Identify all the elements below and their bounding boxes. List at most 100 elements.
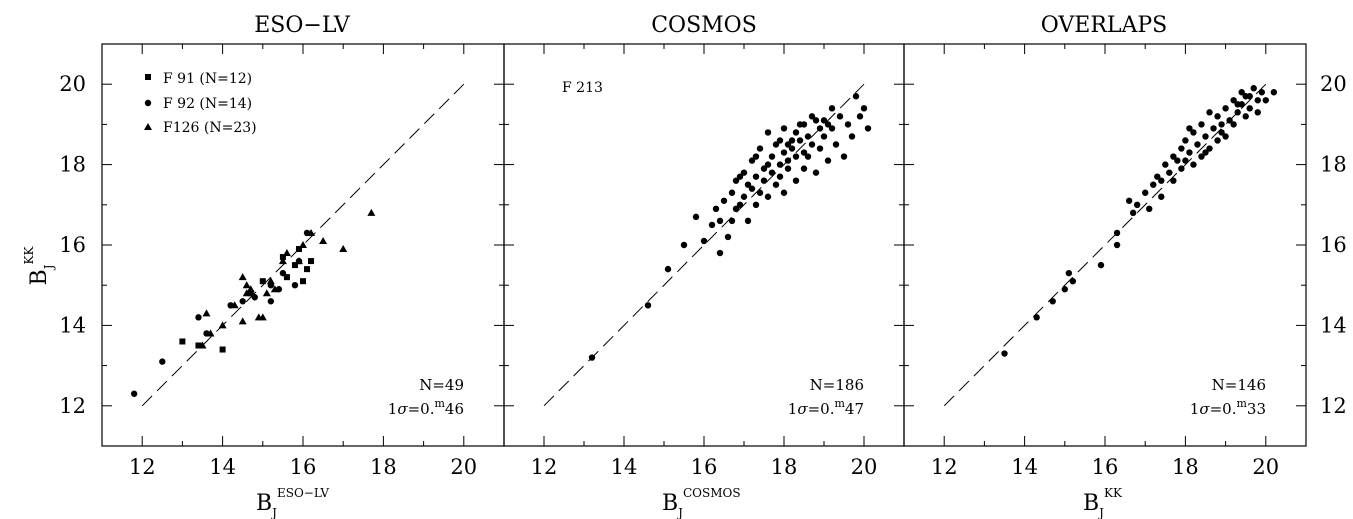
data-point-circle bbox=[1254, 97, 1261, 104]
data-point-circle bbox=[792, 129, 800, 136]
data-point-circle bbox=[1113, 229, 1121, 237]
x-tick-label: 12 bbox=[931, 455, 958, 479]
data-point-circle bbox=[1186, 125, 1193, 132]
data-point-triangle bbox=[282, 249, 291, 257]
data-point-circle bbox=[760, 177, 768, 184]
data-point-circle bbox=[820, 117, 828, 124]
data-point-circle bbox=[768, 153, 776, 160]
data-point-square bbox=[308, 258, 315, 265]
data-point-circle bbox=[760, 165, 768, 172]
data-point-circle bbox=[1202, 149, 1209, 156]
data-point-triangle bbox=[238, 317, 247, 325]
x-tick-label: 20 bbox=[851, 455, 878, 479]
data-point-circle bbox=[1033, 314, 1040, 321]
data-point-circle bbox=[1226, 117, 1233, 124]
data-point-circle bbox=[748, 185, 756, 192]
x-tick-label: 12 bbox=[531, 455, 558, 479]
x-tick-label: 14 bbox=[209, 455, 236, 479]
data-point-circle bbox=[744, 181, 752, 188]
data-points bbox=[543, 83, 872, 407]
data-point-triangle bbox=[307, 228, 316, 236]
data-point-circle bbox=[1238, 89, 1245, 96]
data-point-circle bbox=[1202, 133, 1209, 140]
legend-label: F 92 (N=14) bbox=[163, 96, 252, 112]
legend-label: F 91 (N=12) bbox=[163, 71, 252, 87]
data-point-circle bbox=[644, 302, 652, 309]
data-point-triangle bbox=[230, 301, 239, 309]
data-point-circle bbox=[1210, 125, 1217, 132]
data-point-circle bbox=[812, 117, 820, 124]
data-point-circle bbox=[1258, 89, 1265, 96]
data-point-square bbox=[247, 290, 254, 297]
data-point-circle bbox=[1061, 286, 1069, 293]
panel-title: OVERLAPS bbox=[1041, 13, 1168, 38]
data-point-circle bbox=[780, 189, 788, 196]
data-point-triangle bbox=[266, 277, 275, 285]
circle-marker-icon bbox=[144, 99, 152, 107]
data-point-triangle bbox=[367, 208, 376, 216]
data-point-circle bbox=[1234, 101, 1241, 108]
legend: F 91 (N=12) F 92 (N=14) F126 (N=23) bbox=[144, 71, 257, 136]
data-point-circle bbox=[764, 129, 772, 136]
panel-cosmos: COSMOS 12 14 16 18 20 F 213 N=186 1σ=0.m47 B… bbox=[503, 13, 905, 519]
data-point-circle bbox=[1190, 161, 1197, 168]
data-point-circle bbox=[1242, 93, 1249, 100]
data-point-circle bbox=[828, 105, 836, 112]
data-point-circle bbox=[680, 241, 688, 249]
data-point-circle bbox=[1194, 141, 1201, 148]
y-tick-label: 12 bbox=[59, 394, 86, 418]
data-point-circle bbox=[792, 177, 800, 184]
data-point-circle bbox=[1222, 105, 1229, 112]
data-point-circle bbox=[1178, 165, 1185, 172]
y-tick-label: 16 bbox=[1320, 233, 1347, 257]
data-point-circle bbox=[832, 141, 840, 148]
data-point-triangle bbox=[270, 285, 279, 293]
data-point-circle bbox=[804, 153, 812, 160]
data-point-triangle bbox=[278, 257, 287, 265]
data-point-circle bbox=[1133, 201, 1141, 208]
data-point-circle bbox=[1154, 173, 1161, 180]
legend-entry-f92: F 92 (N=14) bbox=[144, 96, 252, 112]
y-tick-label: 14 bbox=[59, 313, 86, 337]
data-point-circle bbox=[796, 137, 804, 144]
data-point-circle bbox=[776, 137, 784, 144]
data-point-circle bbox=[728, 189, 736, 196]
legend-entry-f91: F 91 (N=12) bbox=[145, 71, 252, 87]
data-point-circle bbox=[768, 169, 776, 176]
x-axis-label: BJKK bbox=[1083, 486, 1123, 519]
stats-n: N=186 bbox=[810, 376, 864, 394]
data-point-circle bbox=[836, 113, 844, 120]
data-point-triangle bbox=[262, 289, 271, 297]
data-point-circle bbox=[1250, 85, 1257, 92]
data-point-circle bbox=[1254, 109, 1261, 116]
data-point-circle bbox=[816, 145, 824, 152]
x-tick-label: 14 bbox=[1011, 455, 1038, 479]
data-point-circle bbox=[800, 165, 808, 172]
data-point-circle bbox=[752, 153, 760, 160]
data-point-circle bbox=[1142, 189, 1149, 196]
data-point-circle bbox=[756, 145, 764, 152]
data-point-circle bbox=[708, 221, 716, 229]
data-point-circle bbox=[800, 121, 808, 128]
data-point-square bbox=[291, 262, 298, 269]
axis-ticks: 12 14 16 18 20 12 14 16 18 20 bbox=[59, 43, 505, 479]
data-point-circle bbox=[820, 133, 828, 140]
data-point-circle bbox=[776, 161, 784, 168]
data-point-circle bbox=[130, 390, 138, 397]
data-point-circle bbox=[1065, 269, 1073, 277]
panel-overlaps: OVERLAPS 12 14 16 18 20 12 14 16 18 20 N=146 1σ=0… bbox=[903, 13, 1347, 519]
data-point-circle bbox=[824, 157, 832, 164]
data-point-circle bbox=[1174, 157, 1181, 164]
data-point-circle bbox=[728, 217, 736, 225]
data-point-circle bbox=[788, 137, 796, 144]
data-point-circle bbox=[1242, 113, 1249, 120]
x-tick-label: 20 bbox=[1252, 455, 1279, 479]
data-point-circle bbox=[732, 177, 740, 184]
data-point-circle bbox=[756, 189, 764, 196]
data-point-circle bbox=[828, 125, 836, 132]
data-point-circle bbox=[808, 141, 816, 148]
data-point-square bbox=[179, 338, 186, 345]
data-point-circle bbox=[1230, 97, 1237, 104]
data-point-circle bbox=[840, 153, 848, 160]
